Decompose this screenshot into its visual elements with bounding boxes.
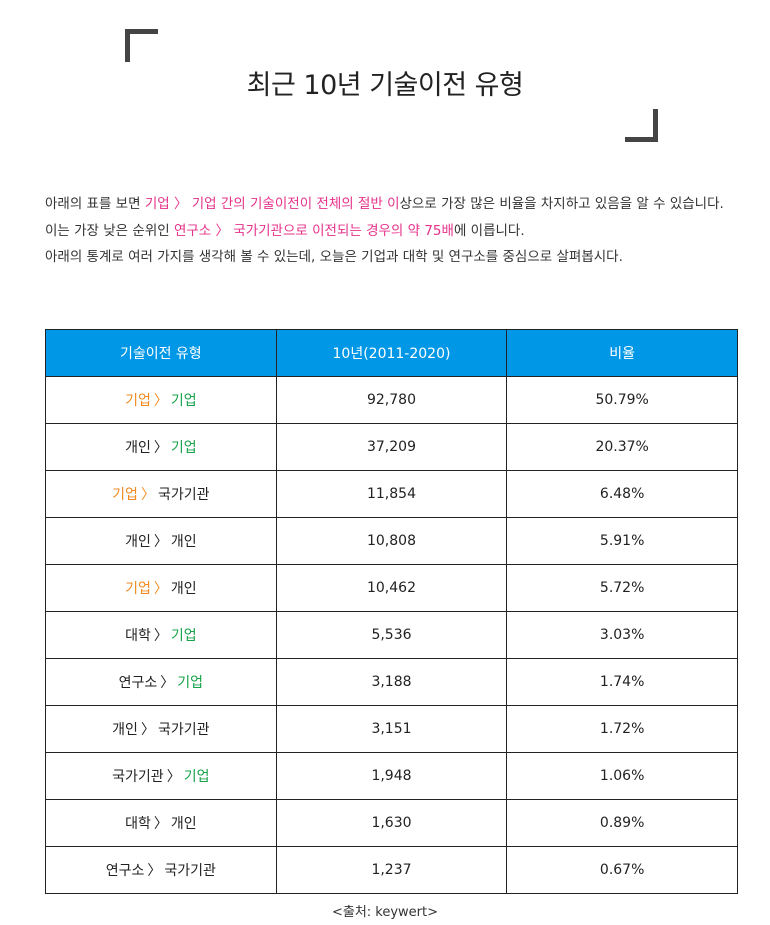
transfer-to: 개인 [170, 534, 197, 550]
cell-count: 1,237 [275, 846, 508, 894]
cell-count: 3,188 [275, 658, 508, 706]
intro-line-1-part-3: 상으로 가장 많은 비율을 차지하고 있음을 알 수 있습니다. [399, 196, 724, 212]
cell-count: 10,808 [275, 517, 508, 565]
table-row: 기업 〉 기업 92,780 50.79% [45, 376, 738, 424]
table-body: 기업 〉 기업 92,780 50.79% 개인 〉 기업 37,209 20.37% 기업 〉 국가기… [45, 376, 738, 894]
corner-bracket-bottom-right [625, 109, 658, 142]
table-row: 연구소 〉 기업 3,188 1.74% [45, 658, 738, 706]
cell-ratio: 20.37% [506, 423, 738, 471]
corner-bracket-top-left [125, 29, 158, 62]
cell-ratio: 50.79% [506, 376, 738, 424]
transfer-to: 기업 [170, 393, 197, 409]
header-ratio: 비율 [506, 329, 738, 377]
cell-count: 92,780 [275, 376, 508, 424]
header-type: 기술이전 유형 [45, 329, 277, 377]
table-row: 대학 〉 개인 1,630 0.89% [45, 799, 738, 847]
cell-ratio: 1.06% [506, 752, 738, 800]
transfer-to: 국가기관 [157, 722, 210, 738]
transfer-from: 개인 [125, 440, 151, 456]
cell-transfer-type: 개인 〉 개인 [45, 517, 277, 565]
cell-transfer-type: 기업 〉 개인 [45, 564, 277, 612]
cell-transfer-type: 기업 〉 기업 [45, 376, 277, 424]
table-row: 국가기관 〉 기업 1,948 1.06% [45, 752, 738, 800]
table-row: 개인 〉 기업 37,209 20.37% [45, 423, 738, 471]
cell-ratio: 1.74% [506, 658, 738, 706]
intro-line-3: 아래의 통계로 여러 가지를 생각해 볼 수 있는데, 오늘은 기업과 대학 및… [45, 249, 623, 265]
intro-line-2-highlight: 연구소 〉 국가기관으로 이전되는 경우의 약 75배 [173, 222, 454, 239]
page-title: 최근 10년 기술이전 유형 [246, 70, 524, 101]
transfer-to: 개인 [170, 816, 197, 832]
table-row: 개인 〉 개인 10,808 5.91% [45, 517, 738, 565]
transfer-from: 연구소 [105, 863, 145, 879]
cell-transfer-type: 국가기관 〉 기업 [45, 752, 277, 800]
transfer-to: 기업 [177, 675, 204, 691]
table-row: 개인 〉 국가기관 3,151 1.72% [45, 705, 738, 753]
table-row: 기업 〉 개인 10,462 5.72% [45, 564, 738, 612]
intro-line-1: 아래의 표를 보면 기업 〉 기업 간의 기술이전이 전체의 절반 이상으로 가… [45, 191, 735, 218]
table-row: 연구소 〉 국가기관 1,237 0.67% [45, 846, 738, 894]
cell-transfer-type: 연구소 〉 국가기관 [45, 846, 277, 894]
transfer-from: 개인 [112, 722, 138, 738]
header-count: 10년(2011-2020) [275, 329, 508, 377]
cell-count: 5,536 [275, 611, 508, 659]
cell-count: 1,948 [275, 752, 508, 800]
intro-line-2-part-3: 에 이릅니다. [453, 222, 525, 239]
transfer-to: 국가기관 [157, 487, 210, 503]
cell-transfer-type: 대학 〉 기업 [45, 611, 277, 659]
transfer-arrow: 〉 [147, 863, 162, 879]
transfer-from: 대학 [125, 816, 151, 832]
cell-count: 37,209 [275, 423, 508, 471]
transfer-arrow: 〉 [160, 675, 175, 691]
cell-count: 1,630 [275, 799, 508, 847]
transfer-from: 기업 [125, 393, 151, 409]
transfer-arrow: 〉 [153, 534, 168, 550]
transfer-type-table: 기술이전 유형 10년(2011-2020) 비율 기업 〉 기업 92,780 50.… [45, 329, 738, 894]
transfer-from: 연구소 [118, 675, 158, 691]
transfer-arrow: 〉 [153, 581, 168, 597]
transfer-arrow: 〉 [140, 487, 155, 503]
transfer-arrow: 〉 [153, 393, 168, 409]
transfer-arrow: 〉 [166, 769, 181, 785]
cell-transfer-type: 개인 〉 국가기관 [45, 705, 277, 753]
transfer-from: 기업 [112, 487, 138, 503]
transfer-from: 기업 [125, 581, 151, 597]
transfer-to: 기업 [170, 440, 197, 456]
transfer-arrow: 〉 [153, 816, 168, 832]
cell-count: 3,151 [275, 705, 508, 753]
cell-transfer-type: 기업 〉 국가기관 [45, 470, 277, 518]
cell-ratio: 5.91% [506, 517, 738, 565]
cell-count: 11,854 [275, 470, 508, 518]
intro-line-2: 이는 가장 낮은 순위인 연구소 〉 국가기관으로 이전되는 경우의 약 75배… [45, 218, 735, 245]
table-header-row: 기술이전 유형 10년(2011-2020) 비율 [45, 329, 738, 377]
cell-ratio: 0.67% [506, 846, 738, 894]
cell-ratio: 1.72% [506, 705, 738, 753]
cell-ratio: 0.89% [506, 799, 738, 847]
table-row: 기업 〉 국가기관 11,854 6.48% [45, 470, 738, 518]
transfer-arrow: 〉 [153, 440, 168, 456]
transfer-arrow: 〉 [153, 628, 168, 644]
cell-transfer-type: 개인 〉 기업 [45, 423, 277, 471]
intro-line-1-part-1: 아래의 표를 보면 [45, 196, 145, 212]
source-citation: <출처: keywert> [331, 905, 439, 920]
cell-ratio: 3.03% [506, 611, 738, 659]
table-row: 대학 〉 기업 5,536 3.03% [45, 611, 738, 659]
cell-count: 10,462 [275, 564, 508, 612]
transfer-to: 국가기관 [164, 863, 216, 879]
transfer-to: 기업 [170, 628, 197, 644]
transfer-from: 개인 [125, 534, 151, 550]
transfer-from: 국가기관 [112, 769, 164, 785]
intro-line-1-highlight: 기업 〉 기업 간의 기술이전이 전체의 절반 이 [144, 196, 400, 212]
intro-text: 아래의 표를 보면 기업 〉 기업 간의 기술이전이 전체의 절반 이상으로 가… [45, 191, 735, 271]
transfer-to: 개인 [170, 581, 197, 597]
cell-ratio: 6.48% [506, 470, 738, 518]
cell-transfer-type: 대학 〉 개인 [45, 799, 277, 847]
intro-line-2-part-1: 이는 가장 낮은 순위인 [45, 222, 174, 239]
transfer-to: 기업 [183, 769, 210, 785]
transfer-from: 대학 [125, 628, 151, 644]
cell-transfer-type: 연구소 〉 기업 [45, 658, 277, 706]
cell-ratio: 5.72% [506, 564, 738, 612]
transfer-arrow: 〉 [140, 722, 155, 738]
